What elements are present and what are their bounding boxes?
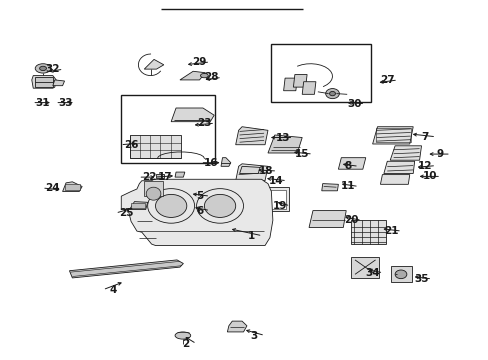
Text: 16: 16	[203, 158, 218, 168]
Bar	[390, 266, 411, 282]
Ellipse shape	[329, 91, 335, 96]
Text: 30: 30	[346, 99, 361, 109]
Polygon shape	[121, 179, 272, 246]
Bar	[144, 181, 163, 196]
Text: 23: 23	[197, 118, 211, 128]
Polygon shape	[129, 202, 147, 210]
Ellipse shape	[204, 194, 235, 217]
Text: 1: 1	[248, 231, 255, 241]
Bar	[350, 257, 379, 278]
Text: 20: 20	[343, 215, 358, 225]
Text: 22: 22	[142, 172, 156, 182]
Text: 26: 26	[123, 140, 138, 150]
Polygon shape	[267, 135, 302, 153]
Text: 2: 2	[182, 339, 189, 349]
Polygon shape	[383, 161, 414, 174]
Polygon shape	[235, 127, 267, 145]
Bar	[65, 184, 80, 190]
Polygon shape	[283, 78, 297, 91]
Polygon shape	[308, 211, 346, 228]
Ellipse shape	[200, 73, 208, 78]
Text: 5: 5	[196, 191, 203, 201]
Ellipse shape	[175, 332, 190, 339]
Polygon shape	[293, 75, 306, 87]
Polygon shape	[32, 76, 56, 88]
Polygon shape	[221, 158, 230, 166]
Polygon shape	[69, 260, 183, 278]
Bar	[350, 220, 386, 244]
Text: 13: 13	[275, 132, 289, 143]
Ellipse shape	[146, 187, 161, 200]
Text: 32: 32	[45, 64, 60, 74]
Bar	[271, 44, 370, 102]
Polygon shape	[239, 166, 260, 174]
Ellipse shape	[325, 89, 339, 99]
Text: 17: 17	[158, 172, 172, 182]
Ellipse shape	[40, 66, 46, 71]
Text: 18: 18	[259, 166, 273, 176]
Text: 8: 8	[344, 161, 351, 171]
Text: 29: 29	[192, 57, 206, 67]
Ellipse shape	[35, 64, 51, 73]
Polygon shape	[171, 108, 214, 122]
Polygon shape	[235, 164, 267, 181]
Polygon shape	[184, 191, 195, 195]
Bar	[121, 95, 215, 163]
Text: 3: 3	[250, 330, 257, 341]
Text: 31: 31	[36, 98, 50, 108]
Ellipse shape	[188, 204, 198, 210]
Text: 4: 4	[109, 285, 117, 295]
Polygon shape	[302, 82, 315, 94]
Text: 19: 19	[272, 201, 286, 211]
Bar	[131, 203, 144, 208]
Text: 14: 14	[268, 176, 283, 186]
Text: 25: 25	[119, 208, 133, 218]
Text: 6: 6	[196, 206, 203, 216]
Polygon shape	[380, 175, 409, 184]
Polygon shape	[144, 59, 163, 69]
Text: 10: 10	[422, 171, 437, 181]
Bar	[265, 190, 285, 209]
Polygon shape	[389, 146, 421, 160]
Bar	[375, 128, 410, 142]
Text: 11: 11	[340, 181, 355, 192]
Text: 12: 12	[417, 161, 432, 171]
Polygon shape	[227, 321, 246, 332]
Text: 24: 24	[45, 183, 60, 193]
Polygon shape	[338, 158, 365, 169]
Polygon shape	[321, 184, 338, 191]
Text: 28: 28	[203, 72, 218, 82]
Text: 34: 34	[365, 268, 379, 278]
Polygon shape	[62, 182, 82, 192]
Text: 27: 27	[379, 75, 394, 85]
Bar	[155, 174, 164, 178]
Polygon shape	[180, 71, 205, 80]
Text: 15: 15	[294, 149, 309, 159]
Polygon shape	[53, 80, 64, 86]
Polygon shape	[372, 127, 412, 144]
Bar	[263, 187, 288, 211]
Bar	[129, 135, 181, 158]
Text: 7: 7	[421, 132, 428, 142]
Ellipse shape	[394, 270, 406, 279]
Text: 35: 35	[413, 274, 428, 284]
Polygon shape	[175, 172, 184, 177]
Text: 21: 21	[383, 226, 398, 236]
Ellipse shape	[155, 194, 186, 217]
Text: 9: 9	[436, 149, 443, 159]
Bar	[35, 77, 53, 87]
Text: 33: 33	[59, 98, 73, 108]
